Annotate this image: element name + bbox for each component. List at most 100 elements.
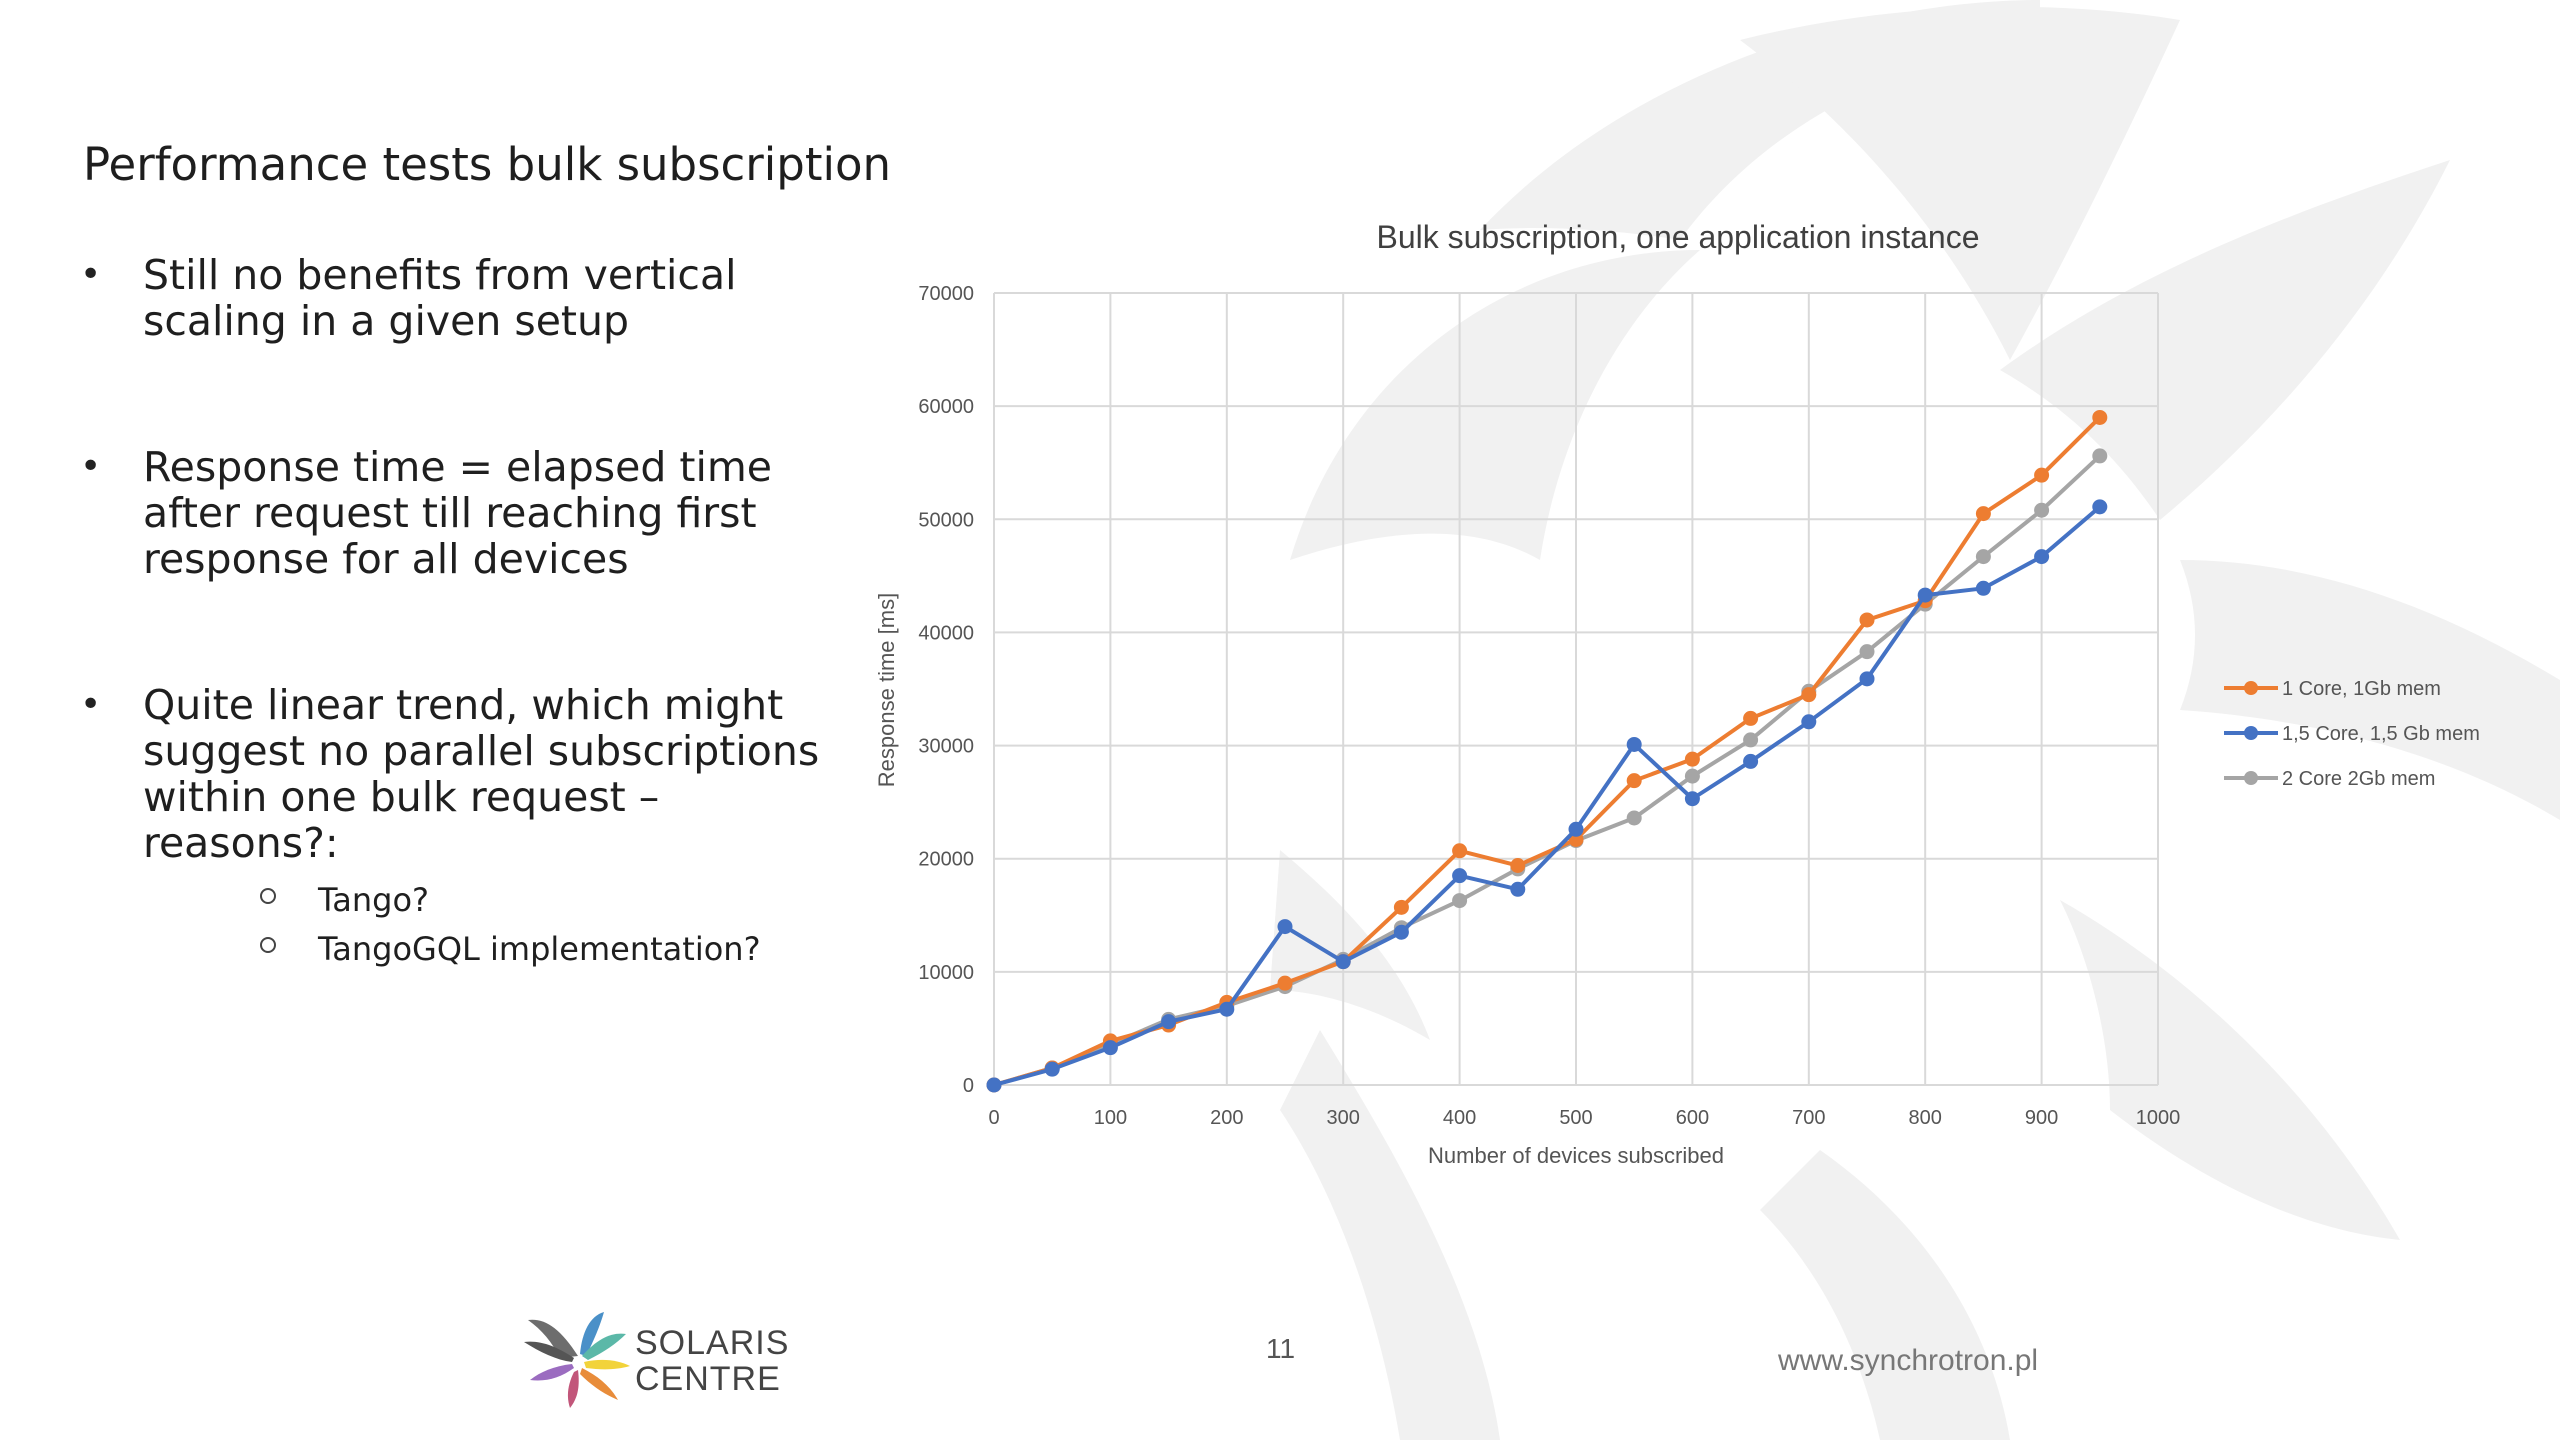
data-point [1859,612,1875,628]
series-1 [986,499,2108,1093]
data-point [1743,753,1759,769]
legend-marker [2244,726,2258,740]
logo-text-line1: SOLARIS [635,1324,790,1362]
logo-text: SOLARIS CENTRE [635,1325,789,1397]
y-tick-label: 70000 [918,283,974,305]
legend-item: 1 Core, 1Gb mem [2224,678,2441,700]
legend-item: 2 Core 2Gb mem [2224,768,2435,790]
logo-text-line2: CENTRE [635,1360,781,1398]
chart-grid [993,292,2159,1086]
bullet-text: Quite linear trend, which might suggest … [143,681,820,867]
data-point [1859,671,1875,687]
data-point [2034,502,2050,518]
x-tick-label: 800 [1909,1107,1942,1129]
data-point [1626,810,1642,826]
x-tick-label: 500 [1559,1107,1592,1129]
data-point [1452,843,1468,859]
data-point [1510,881,1526,897]
series-line [993,454,2102,1087]
x-tick-label: 100 [1094,1107,1127,1129]
y-tick-label: 40000 [918,622,974,644]
series-2 [986,448,2108,1093]
y-tick-label: 10000 [918,962,974,984]
bullet-marker: • [80,684,102,725]
x-tick-label: 0 [988,1107,999,1129]
x-tick-label: 1000 [2136,1107,2181,1129]
data-point [1626,773,1642,789]
data-point [1393,924,1409,940]
sub-bullet-text: Tango? [318,881,430,919]
bullet-marker: • [80,254,102,295]
data-point [1219,1001,1235,1017]
legend-label: 1,5 Core, 1,5 Gb mem [2282,723,2480,745]
data-point [1626,736,1642,752]
data-point [1743,732,1759,748]
bullet-text: Response time = elapsed time after reque… [143,443,773,583]
data-point [1917,587,1933,603]
data-point [1684,768,1700,784]
data-point [1975,549,1991,565]
y-axis-label: Response time [ms] [874,593,899,787]
data-point [1452,868,1468,884]
data-point [1859,644,1875,660]
y-tick-label: 30000 [918,736,974,758]
sub-bullet-marker [260,888,276,904]
data-point [1277,919,1293,935]
sub-bullet-marker [260,937,276,953]
chart-title: Bulk subscription, one application insta… [1376,219,1979,255]
data-point [2034,467,2050,483]
chart-legend: 1 Core, 1Gb mem 1,5 Core, 1,5 Gb mem 2 Cor… [2224,678,2480,790]
sub-bullet-text: TangoGQL implementation? [318,930,761,968]
data-point [1801,714,1817,730]
x-tick-label: 400 [1443,1107,1476,1129]
legend-marker [2244,681,2258,695]
x-tick-label: 300 [1327,1107,1360,1129]
data-point [1801,687,1817,703]
solaris-logo-icon [524,1312,630,1408]
data-point [2092,499,2108,515]
bullet-text: Still no benefits from vertical scaling … [143,251,737,345]
x-tick-label: 600 [1676,1107,1709,1129]
data-point [2092,448,2108,464]
website-link[interactable]: www.synchrotron.pl [1778,1344,2039,1377]
legend-label: 1 Core, 1Gb mem [2282,678,2441,700]
series-line [993,505,2102,1087]
data-point [986,1077,1002,1093]
data-point [1743,710,1759,726]
chart-ticks: 0 10000 20000 30000 40000 50000 60000 70000 0 100… [918,283,2180,1129]
legend-item: 1,5 Core, 1,5 Gb mem [2224,723,2480,745]
data-point [1975,506,1991,522]
data-point [1975,580,1991,596]
x-tick-label: 700 [1792,1107,1825,1129]
series-line [993,416,2102,1087]
data-point [2034,549,2050,565]
data-point [2092,409,2108,425]
y-tick-label: 50000 [918,509,974,531]
x-axis-label: Number of devices subscribed [1428,1143,1724,1168]
data-point [1684,751,1700,767]
data-point [1277,975,1293,991]
data-point [1102,1040,1118,1056]
data-point [1044,1061,1060,1077]
bullet-marker: • [80,446,102,487]
data-point [1335,954,1351,970]
slide-title: Performance tests bulk subscription [83,138,892,191]
data-point [1684,791,1700,807]
data-point [1510,858,1526,874]
data-point [1161,1014,1177,1030]
legend-label: 2 Core 2Gb mem [2282,768,2435,790]
y-tick-label: 20000 [918,849,974,871]
legend-marker [2244,771,2258,785]
chart-series [986,409,2108,1093]
x-tick-label: 200 [1210,1107,1243,1129]
series-0 [986,409,2108,1093]
y-tick-label: 0 [963,1075,974,1097]
page-number: 11 [1266,1333,1296,1364]
data-point [1393,899,1409,915]
x-tick-label: 900 [2025,1107,2058,1129]
data-point [1568,821,1584,837]
y-tick-label: 60000 [918,396,974,418]
data-point [1452,893,1468,909]
